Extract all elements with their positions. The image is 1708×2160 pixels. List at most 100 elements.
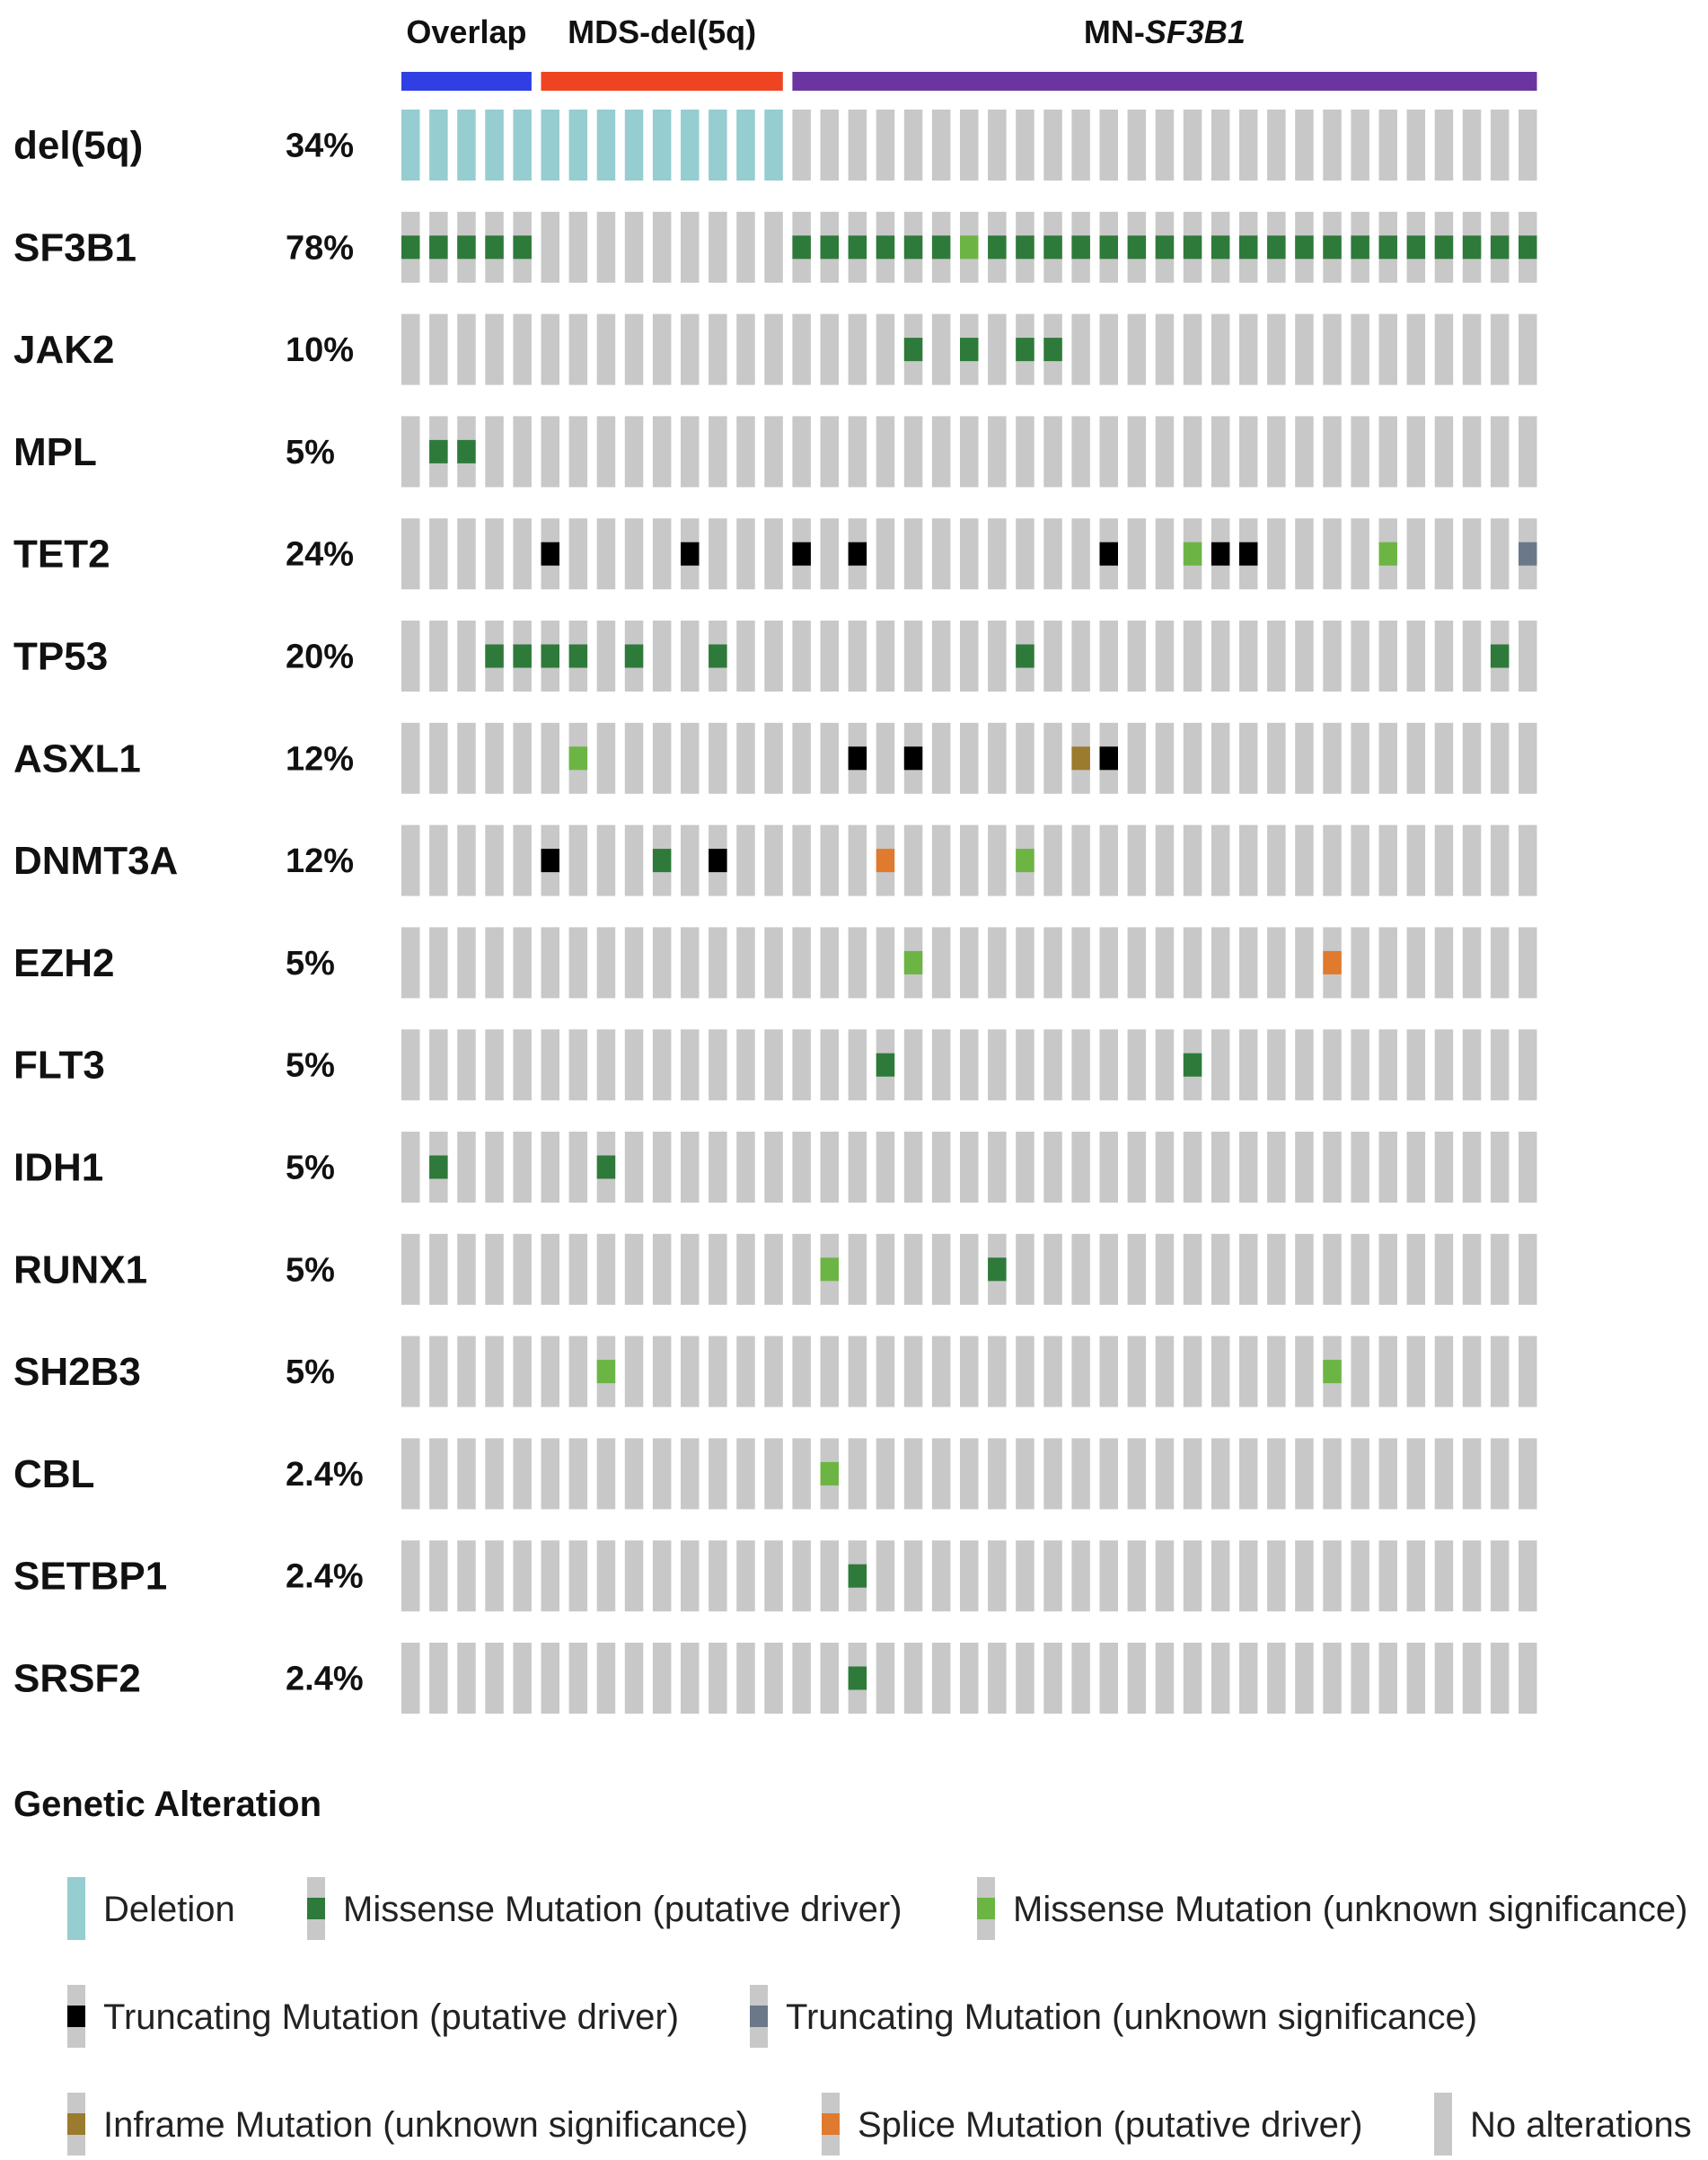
gene-row-5: TP53 20% xyxy=(13,621,1537,692)
cell-none xyxy=(820,416,839,488)
cell-none xyxy=(1155,416,1175,488)
cell-none xyxy=(457,518,476,590)
mark-mis_d xyxy=(513,644,532,668)
cell-none xyxy=(1323,1233,1342,1305)
cell-none xyxy=(1127,1540,1147,1612)
cell-none xyxy=(1323,1029,1342,1101)
cell-none xyxy=(1490,416,1510,488)
cell-none xyxy=(1127,1029,1147,1101)
cell-none xyxy=(1043,621,1062,692)
mark-trunc_d xyxy=(848,746,867,771)
cell-none xyxy=(903,518,923,590)
cell-none xyxy=(1267,824,1286,896)
cell-none xyxy=(960,1029,979,1101)
cell-none xyxy=(988,416,1007,488)
cell-none xyxy=(1099,313,1118,385)
cell-none xyxy=(1043,1540,1062,1612)
legend-item-trunc_d: Truncating Mutation (putative driver) xyxy=(67,1985,679,2048)
mark-mis_d xyxy=(1071,235,1090,260)
cell-none xyxy=(736,518,755,590)
cell-none xyxy=(1016,1029,1034,1101)
gene-row-7: DNMT3A 12% xyxy=(13,824,1537,896)
cell-none xyxy=(1351,722,1369,794)
cell-none xyxy=(1519,824,1537,896)
cell-none xyxy=(596,1233,616,1305)
cell-none xyxy=(1406,1132,1426,1203)
cell-none xyxy=(931,313,951,385)
cell-none xyxy=(624,518,644,590)
cell-none xyxy=(1127,927,1147,999)
mark-mis_d xyxy=(820,235,839,260)
cell-none xyxy=(736,1540,755,1612)
cell-none xyxy=(764,1132,783,1203)
cell-none xyxy=(485,313,504,385)
cell-none xyxy=(1211,1233,1230,1305)
cell-none xyxy=(1267,110,1286,181)
cell-none xyxy=(1043,927,1062,999)
mark-mis_d xyxy=(1016,644,1034,668)
cell-none xyxy=(541,722,559,794)
cell-none xyxy=(401,313,420,385)
cell-none xyxy=(931,518,951,590)
gene-percent: 12% xyxy=(286,842,354,880)
cell-none xyxy=(1434,1643,1454,1714)
cell-none xyxy=(1043,1132,1062,1203)
cell-none xyxy=(876,313,895,385)
cell-none xyxy=(513,416,532,488)
cell-none xyxy=(1043,1233,1062,1305)
cell-none xyxy=(624,1540,644,1612)
gene-row-14: SETBP1 2.4% xyxy=(13,1540,1537,1612)
cell-none xyxy=(1099,1336,1118,1407)
cell-none xyxy=(513,313,532,385)
mark-mis_d xyxy=(1239,235,1258,260)
cell-none xyxy=(1434,722,1454,794)
cell-none xyxy=(1490,313,1510,385)
gene-percent: 12% xyxy=(286,740,354,778)
cell-none xyxy=(1490,1233,1510,1305)
cell-none xyxy=(1490,927,1510,999)
cell-none xyxy=(1239,416,1258,488)
cell-none xyxy=(1071,1336,1090,1407)
mark-mis_d xyxy=(596,1155,616,1179)
mark-mis_d xyxy=(429,235,448,260)
cell-none xyxy=(903,1643,923,1714)
legend-swatch xyxy=(67,2113,85,2135)
cell-none xyxy=(1462,927,1482,999)
cell-none xyxy=(1434,1132,1454,1203)
cell-none xyxy=(820,621,839,692)
gene-percent: 5% xyxy=(286,1150,335,1187)
mark-mis_d xyxy=(988,1257,1007,1282)
cell-none xyxy=(1406,824,1426,896)
cell-none xyxy=(513,1029,532,1101)
cell-none xyxy=(681,1438,700,1510)
gene-label: DNMT3A xyxy=(13,839,178,883)
cell-none xyxy=(1071,1132,1090,1203)
gene-percent: 24% xyxy=(286,536,354,574)
cell-none xyxy=(485,518,504,590)
cell-none xyxy=(596,518,616,590)
cell-none xyxy=(876,722,895,794)
mark-mis_d xyxy=(709,644,727,668)
cell-none xyxy=(1519,1029,1537,1101)
cell-none xyxy=(903,416,923,488)
mark-trunc_d xyxy=(1239,542,1258,566)
cell-none xyxy=(624,416,644,488)
mark-trunc_d xyxy=(848,542,867,566)
cell-none xyxy=(1043,1643,1062,1714)
cell-none xyxy=(1155,1132,1175,1203)
cell-none xyxy=(931,1233,951,1305)
legend-item-del: Deletion xyxy=(67,1877,235,1940)
cell-none xyxy=(401,1132,420,1203)
cell-none xyxy=(1155,621,1175,692)
cell-none xyxy=(1378,722,1397,794)
cell-none xyxy=(736,621,755,692)
cell-none xyxy=(1239,1438,1258,1510)
cell-none xyxy=(1016,110,1034,181)
cell-none xyxy=(568,416,588,488)
cell-none xyxy=(792,722,811,794)
cell-none xyxy=(1378,927,1397,999)
legend-label: Truncating Mutation (unknown significanc… xyxy=(786,1997,1477,2037)
cell-none xyxy=(764,1233,783,1305)
cell-none xyxy=(960,110,979,181)
cell-none xyxy=(1016,1336,1034,1407)
